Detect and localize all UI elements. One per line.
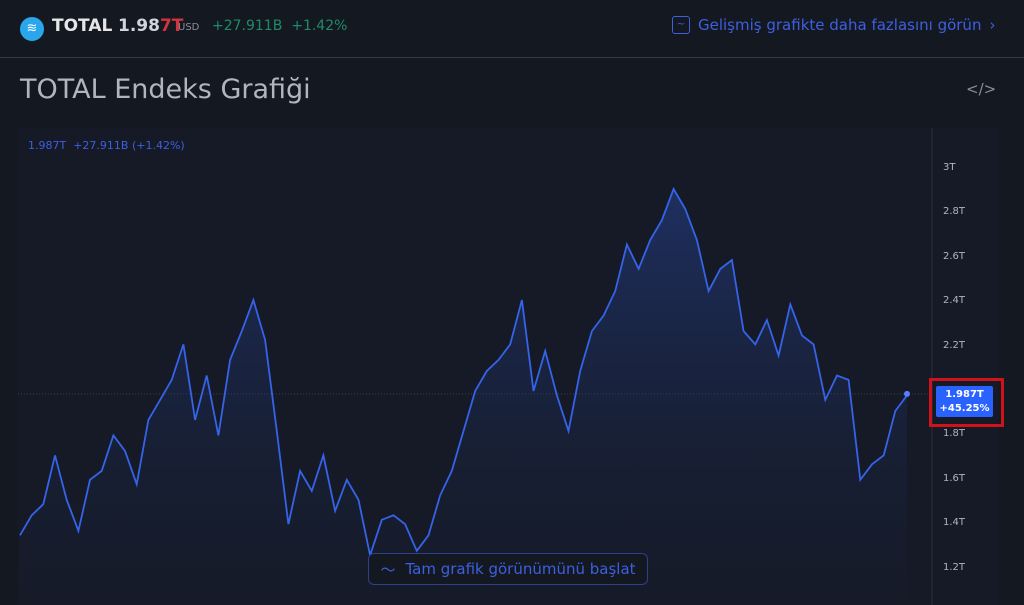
y-tick-label: 1.2T xyxy=(943,561,966,573)
last-price-label: 1.987T +45.25% xyxy=(936,386,993,417)
last-price-pct: +45.25% xyxy=(939,403,990,414)
code-icon[interactable]: </> xyxy=(966,80,997,98)
y-tick-label: 2.8T xyxy=(943,206,966,218)
last-point xyxy=(904,390,910,397)
y-tick-label: 3T xyxy=(943,162,956,173)
advanced-chart-label: Gelişmiş grafikte daha fazlasını görün xyxy=(698,16,982,34)
symbol: TOTAL xyxy=(52,16,113,36)
price-change: +27.911B +1.42% xyxy=(212,18,348,34)
trend-icon: 〜 xyxy=(380,560,396,579)
advanced-chart-link[interactable]: ~ Gelişmiş grafikte daha fazlasını görün… xyxy=(672,16,995,34)
y-tick-label: 2.4T xyxy=(943,295,966,307)
currency: USD xyxy=(178,22,200,33)
page-title: TOTAL Endeks Grafiği xyxy=(20,74,311,105)
full-chart-button[interactable]: 〜 Tam grafik görünümünü başlat xyxy=(368,553,648,585)
price-main: 1.98 xyxy=(118,16,160,36)
last-price-value: 1.987T xyxy=(945,389,984,400)
chevron-right-icon: › xyxy=(989,16,996,34)
full-chart-label: Tam grafik görünümünü başlat xyxy=(405,560,636,578)
y-tick-label: 1.6T xyxy=(943,472,966,484)
y-tick-label: 2.6T xyxy=(943,250,966,262)
price-line xyxy=(19,186,908,559)
highlight-box xyxy=(929,378,1004,427)
price-last-digits: 7T xyxy=(159,16,184,36)
chart-legend: 1.987T +27.911B (+1.42%) xyxy=(28,139,185,152)
y-tick-label: 2.2T xyxy=(943,339,966,351)
y-tick-label: 1.4T xyxy=(943,517,966,529)
price: 1.987T xyxy=(118,16,183,36)
area-fill xyxy=(20,189,907,600)
top-bar: ≋ TOTAL 1.987T USD +27.911B +1.42% ~ Gel… xyxy=(0,0,1024,58)
chart-icon: ~ xyxy=(672,16,690,34)
y-tick-label: 1.8T xyxy=(943,428,966,440)
coin-icon: ≋ xyxy=(20,17,44,41)
